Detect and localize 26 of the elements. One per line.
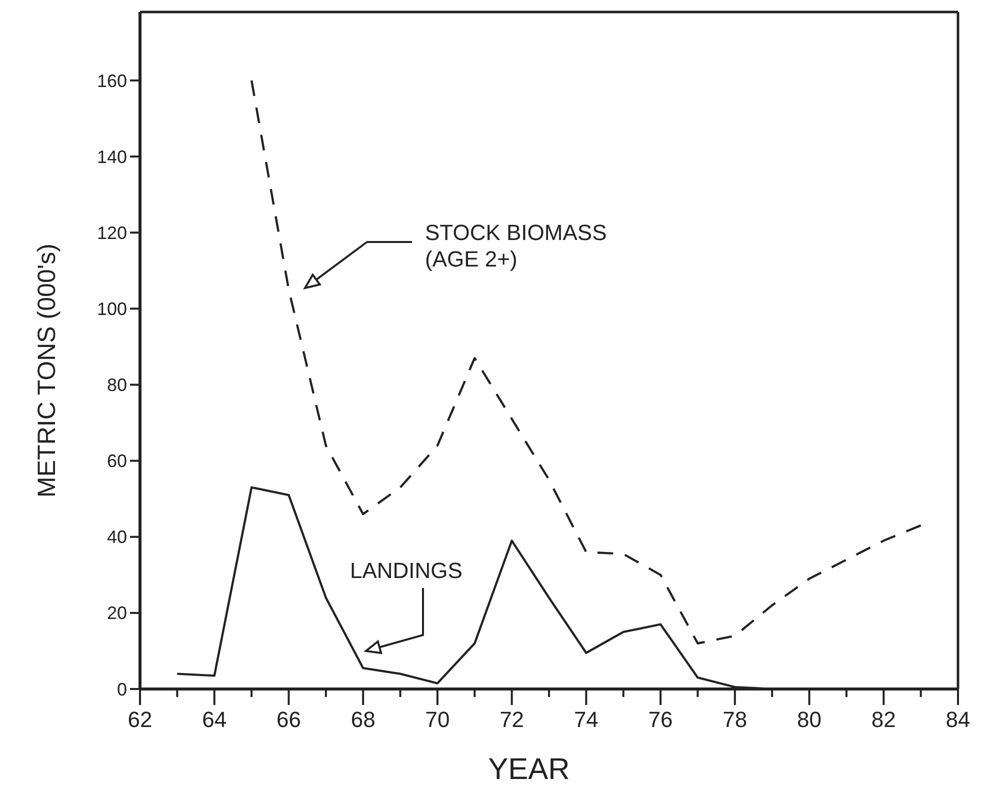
- x-tick-label: 74: [574, 707, 598, 732]
- x-tick-label: 82: [871, 707, 896, 732]
- x-tick-label: 66: [276, 707, 301, 732]
- y-tick-label: 160: [96, 70, 127, 91]
- x-tick-label: 84: [946, 707, 970, 732]
- y-tick-label: 40: [106, 527, 127, 548]
- x-tick-label: 68: [350, 707, 376, 732]
- y-axis-title: METRIC TONS (000's): [33, 244, 61, 498]
- x-tick-label: 64: [202, 707, 227, 732]
- y-tick-label: 140: [96, 146, 127, 167]
- y-tick-label: 60: [106, 451, 127, 472]
- x-tick-label: 78: [722, 707, 748, 732]
- y-tick-label: 80: [106, 375, 127, 396]
- x-tick-label: 62: [128, 707, 152, 732]
- x-axis-title: YEAR: [488, 753, 570, 786]
- x-tick-label: 70: [425, 707, 450, 732]
- annotation: STOCK BIOMASS (AGE 2+): [425, 220, 607, 272]
- y-tick-label: 20: [106, 603, 127, 624]
- y-tick-label: 0: [116, 679, 127, 700]
- x-tick-label: 72: [500, 707, 524, 732]
- annotation: LANDINGS: [350, 558, 462, 583]
- y-tick-label: 100: [96, 298, 127, 319]
- y-tick-label: 120: [96, 222, 127, 243]
- x-tick-label: 76: [648, 707, 673, 732]
- line-series: [250, 79, 922, 644]
- x-tick-label: 80: [797, 707, 822, 732]
